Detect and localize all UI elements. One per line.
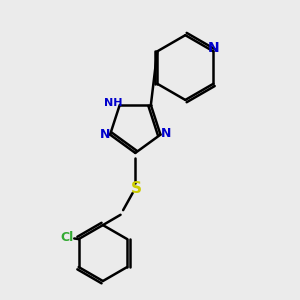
Text: N: N xyxy=(208,41,219,56)
Text: NH: NH xyxy=(104,98,122,108)
Text: N: N xyxy=(160,127,171,140)
Text: N: N xyxy=(100,128,110,141)
Text: Cl: Cl xyxy=(61,231,74,244)
Text: S: S xyxy=(131,181,142,196)
